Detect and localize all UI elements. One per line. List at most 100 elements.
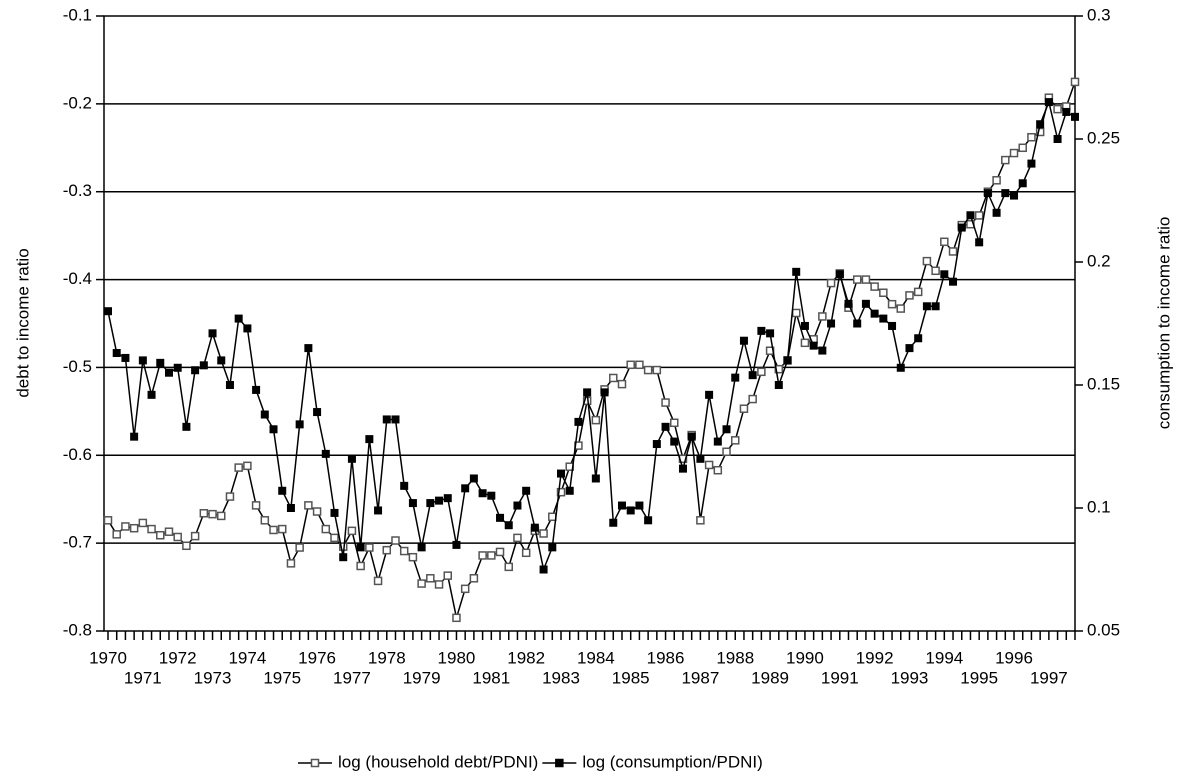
plot-frame [103, 15, 1076, 632]
data-point [705, 390, 714, 399]
data-point [591, 415, 601, 425]
data-point [260, 516, 270, 525]
x-tick-label: 1990 [786, 648, 824, 667]
data-point [269, 525, 278, 535]
y2-tick-label: 0.2 [1087, 251, 1111, 270]
data-point [757, 367, 766, 377]
data-point [539, 529, 548, 538]
x-tick-label: 1982 [507, 648, 545, 667]
data-point [548, 512, 557, 522]
data-point [356, 543, 365, 552]
data-point [957, 223, 966, 232]
data-point [295, 420, 304, 429]
y-tick-label: -0.4 [63, 269, 92, 288]
data-point [208, 509, 217, 519]
data-point [548, 543, 557, 552]
data-point [504, 521, 513, 530]
x-tick-label: 1977 [333, 668, 371, 687]
data-point [609, 373, 618, 383]
data-point [443, 494, 452, 503]
data-point [678, 464, 687, 473]
x-tick-label: 1976 [298, 648, 336, 667]
x-tick-label: 1984 [577, 648, 615, 667]
data-point [434, 580, 444, 589]
data-point [478, 551, 487, 560]
data-point [147, 390, 156, 399]
x-tick-label: 1989 [751, 668, 789, 687]
data-point [156, 530, 165, 540]
data-point [800, 338, 810, 348]
data-point [121, 522, 130, 531]
data-point [417, 543, 426, 552]
data-point [225, 381, 234, 389]
x-tick-label: 1996 [995, 648, 1033, 667]
data-point [713, 437, 722, 446]
data-point [382, 415, 391, 424]
data-point [888, 321, 897, 330]
data-point [635, 501, 644, 510]
data-point [182, 541, 191, 551]
data-point [112, 530, 121, 539]
data-point [260, 410, 269, 419]
data-point [452, 540, 461, 549]
data-point [164, 368, 173, 377]
y2-tick-label: 0.05 [1087, 620, 1120, 639]
data-point [696, 454, 705, 463]
y2-tick-label: 0.25 [1087, 128, 1120, 147]
data-point [565, 486, 574, 495]
data-point [382, 545, 392, 555]
legend-marker [555, 758, 564, 768]
data-point [852, 275, 862, 284]
data-point [652, 365, 662, 375]
data-point [356, 561, 365, 571]
data-point [400, 481, 409, 490]
data-point [600, 388, 609, 397]
data-point [208, 329, 217, 338]
data-point [365, 435, 374, 444]
x-tick-label: 1970 [89, 648, 127, 667]
data-point [992, 176, 1001, 185]
y-tick-label: -0.1 [63, 5, 92, 24]
x-tick-label: 1991 [821, 668, 859, 687]
data-point [739, 404, 749, 413]
data-point [295, 543, 304, 552]
x-tick-label: 1995 [960, 668, 998, 687]
data-point [1036, 120, 1045, 129]
data-point [487, 551, 496, 560]
data-point [339, 553, 348, 562]
data-point [391, 536, 400, 545]
data-point [800, 321, 809, 330]
x-tick-label: 1980 [438, 648, 476, 667]
data-point [1001, 189, 1010, 198]
data-point [251, 501, 261, 510]
data-point [1027, 159, 1036, 168]
data-point [922, 302, 931, 311]
x-tick-label: 1987 [681, 668, 719, 687]
y2-tick-label: 0.15 [1087, 374, 1120, 393]
data-point [913, 287, 923, 297]
data-point [940, 237, 949, 247]
y-tick-label: -0.6 [63, 445, 92, 464]
x-tick-label: 1997 [1030, 668, 1068, 687]
data-point [426, 499, 435, 508]
data-point [809, 341, 818, 350]
data-point [635, 360, 644, 370]
data-point [286, 559, 296, 568]
data-point [827, 319, 836, 328]
data-point [452, 613, 461, 623]
data-point [835, 270, 844, 279]
data-point [173, 532, 182, 542]
data-point [173, 363, 182, 372]
data-point [330, 508, 339, 517]
data-point [312, 507, 322, 516]
y-tick-label: -0.8 [63, 620, 92, 639]
x-tick-label: 1983 [542, 668, 580, 687]
data-point [539, 565, 548, 574]
data-point [243, 324, 252, 333]
data-point [626, 506, 635, 515]
data-point [818, 312, 827, 321]
data-point [103, 516, 113, 525]
data-point [374, 506, 383, 515]
data-point [513, 533, 522, 543]
